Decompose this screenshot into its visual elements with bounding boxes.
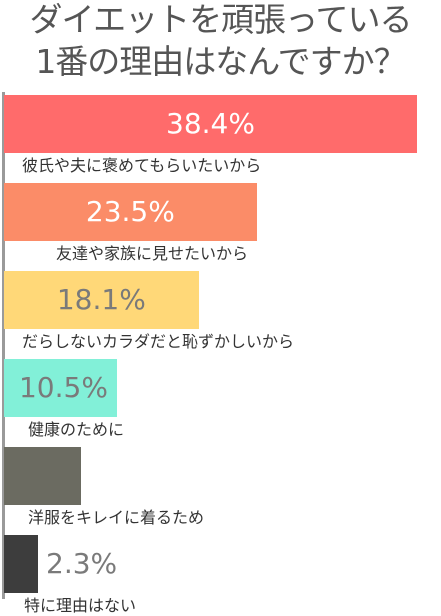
bar-value-label-5: 7.2% [89, 459, 161, 492]
bar-value-label-4: 10.5% [18, 371, 108, 404]
chart-title-line-1: ダイエットを頑張っている [29, 0, 412, 39]
category-label-4: 健康のために [28, 420, 125, 439]
chart-title-line-2: 1番の理由はなんですか？ [35, 42, 406, 81]
bar-6 [4, 535, 38, 593]
bar-1 [4, 95, 417, 153]
bar-value-label-3: 18.1% [56, 283, 146, 316]
category-label-3: だらしないカラダだと恥ずかしいから [22, 332, 295, 351]
bar-3 [4, 271, 199, 329]
bar-value-label-2: 23.5% [85, 195, 175, 228]
bar-2 [4, 183, 257, 241]
bar-5 [4, 447, 82, 505]
category-label-6: 特に理由はない [24, 596, 137, 615]
bar-value-label-1: 38.4% [166, 107, 255, 140]
axis-line [2, 92, 5, 599]
bar-value-label-6: 2.3% [46, 547, 118, 580]
category-label-1: 彼氏や夫に褒めてもらいたいから [22, 156, 262, 175]
category-label-5: 洋服をキレイに着るため [28, 508, 205, 527]
category-label-2: 友達や家族に見せたいから [56, 244, 249, 263]
bar-4 [4, 359, 117, 417]
